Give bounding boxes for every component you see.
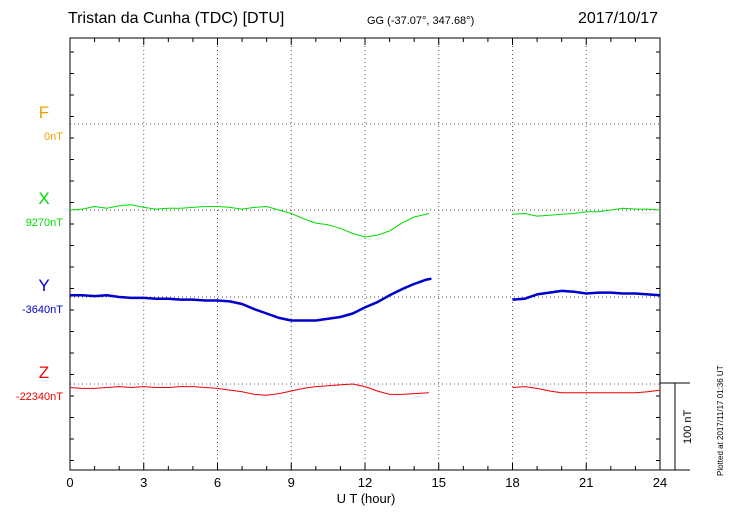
channel-labels: F 0nT X 9270nT Y -3640nT Z -22340nT [16, 103, 63, 403]
channel-baseline-z: -22340nT [16, 391, 63, 403]
series-lines [69, 204, 661, 396]
channel-baseline-x: 9270nT [26, 217, 64, 229]
station-title: Tristan da Cunha (TDC) [DTU] [68, 10, 285, 27]
channel-baseline-f: 0nT [44, 131, 63, 143]
x-tick-label: 3 [140, 475, 147, 490]
plotted-timestamp: Plotted at 2017/11/17 01:36 UT [716, 365, 725, 476]
scale-bar [660, 382, 690, 471]
station-coordinates: GG (-37.07°, 347.68°) [367, 15, 475, 27]
x-tick-label: 0 [66, 475, 73, 490]
plot-frame [69, 37, 661, 471]
x-tick-label: 6 [214, 475, 221, 490]
channel-label-z: Z [39, 363, 49, 382]
x-tick-labels: 0 3 6 9 12 15 18 21 24 [66, 475, 667, 490]
channel-label-x: X [38, 189, 49, 208]
x-tick-label: 12 [358, 475, 372, 490]
series-line-y [70, 277, 661, 322]
x-tick-label: 9 [288, 475, 295, 490]
x-tick-label: 18 [505, 475, 519, 490]
channel-label-f: F [39, 103, 49, 122]
series-line-z [69, 383, 661, 396]
channel-label-y: Y [38, 276, 49, 295]
channel-baseline-y: -3640nT [22, 304, 63, 316]
x-axis-label: U T (hour) [337, 491, 396, 506]
x-tick-label: 15 [432, 475, 446, 490]
plot-date: 2017/10/17 [578, 10, 659, 27]
x-tick-label: 24 [653, 475, 667, 490]
x-tick-label: 21 [579, 475, 593, 490]
series-line-x [69, 204, 661, 238]
scale-bar-label: 100 nT [682, 409, 694, 444]
grid [70, 38, 660, 470]
